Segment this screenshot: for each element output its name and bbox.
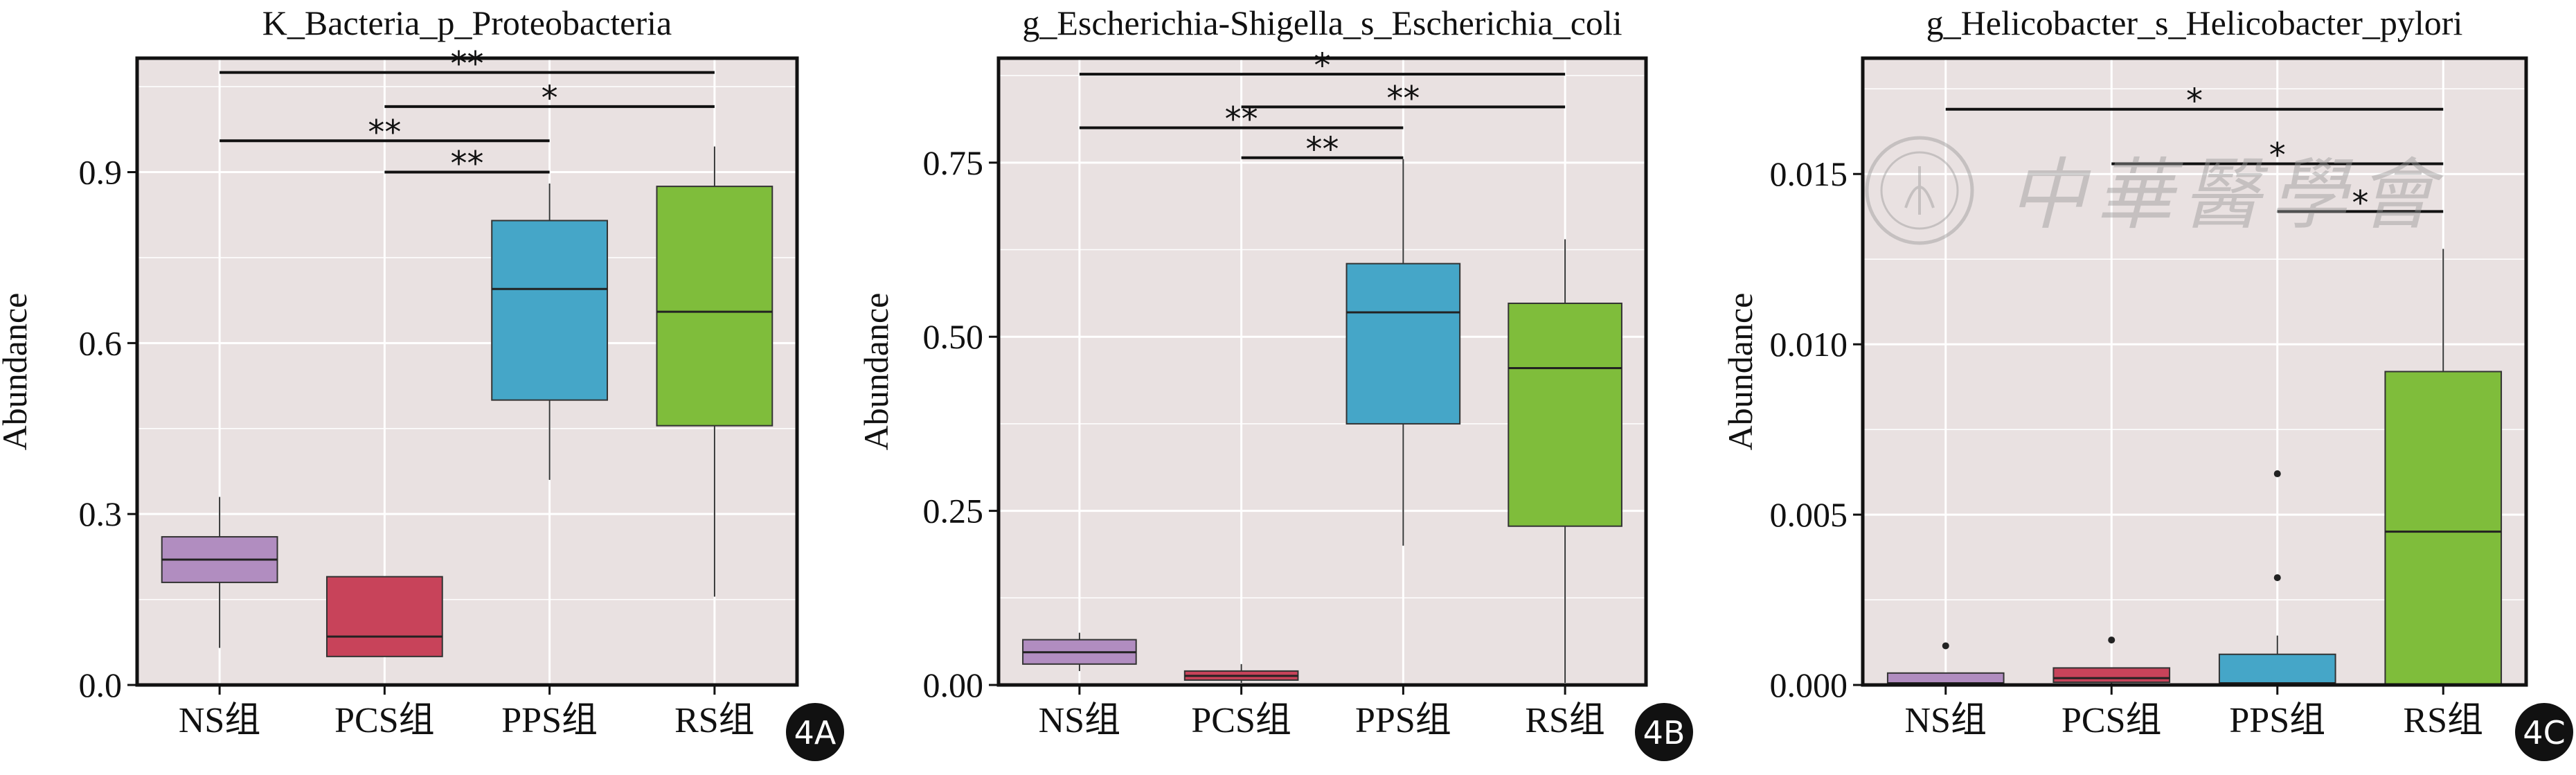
significance-label: * [2352, 184, 2369, 222]
chart-title: K_Bacteria_p_Proteobacteria [262, 3, 672, 42]
box-2 [2052, 636, 2171, 685]
watermark-seal [1865, 136, 1974, 245]
x-tick-label: NS组 [1039, 701, 1120, 740]
panel-badge-label: 4B [1643, 714, 1685, 751]
box-4 [2384, 249, 2503, 686]
box-3 [1345, 159, 1461, 546]
significance-label: * [1314, 46, 1331, 85]
plot-frame [996, 56, 1648, 687]
box-2 [1183, 663, 1299, 683]
x-tick-label: RS组 [2403, 701, 2483, 740]
y-axis-label: Abundance [857, 293, 895, 451]
box-iqr [325, 576, 443, 657]
chart-title: g_Helicobacter_s_Helicobacter_pylori [1926, 3, 2463, 42]
significance-label: * [2269, 136, 2286, 175]
significance-label: ** [1386, 79, 1420, 118]
y-tick-label: 0.50 [923, 317, 984, 356]
x-tick-label: NS组 [179, 701, 260, 740]
y-tick-label: 0.6 [79, 323, 123, 362]
outlier-point [1942, 642, 1949, 650]
outlier-point [2273, 470, 2281, 478]
y-tick-label: 0.3 [79, 495, 123, 533]
significance-label: ** [451, 45, 484, 84]
y-tick-label: 0.9 [79, 153, 123, 192]
box-3 [491, 184, 609, 480]
y-axis-label: Abundance [1721, 293, 1760, 451]
chart-panel-2: g_Escherichia-Shigella_s_Escherichia_col… [857, 3, 1693, 761]
watermark-seal-inner [1880, 151, 1959, 230]
plot-frame [135, 56, 799, 687]
y-tick-label: 0.75 [923, 143, 984, 182]
significance-label: * [542, 79, 558, 118]
significance-label: * [2186, 82, 2203, 121]
box-1 [161, 497, 278, 648]
panel-badge [2515, 703, 2573, 761]
chart-panel-3: g_Helicobacter_s_Helicobacter_pylori 0.00… [1721, 3, 2573, 761]
box-iqr [1345, 262, 1461, 425]
box-1 [1022, 632, 1137, 671]
x-tick-label: RS组 [674, 701, 755, 740]
x-tick-label: PCS组 [2061, 701, 2162, 740]
chart-title: g_Escherichia-Shigella_s_Escherichia_col… [1022, 3, 1622, 42]
y-tick-label: 0.0 [79, 666, 123, 704]
x-tick-label: PPS组 [2229, 701, 2325, 740]
y-tick-label: 0.005 [1770, 495, 1848, 534]
y-tick-label: 0.015 [1770, 154, 1848, 193]
x-tick-label: PCS组 [1191, 701, 1291, 740]
significance-label: ** [1225, 100, 1258, 139]
box-iqr [491, 220, 609, 401]
box-iqr [2384, 371, 2503, 686]
y-axis-label: Abundance [0, 293, 34, 451]
box-2 [325, 576, 443, 657]
y-tick-label: 0.25 [923, 492, 984, 531]
significance-label: ** [368, 113, 401, 152]
watermark-seal-emblem [1904, 166, 1935, 215]
box-iqr [2052, 667, 2171, 684]
x-tick-label: PPS组 [1355, 701, 1451, 740]
box-4 [656, 146, 773, 597]
outlier-point [2273, 574, 2281, 582]
panel-badge [1635, 703, 1693, 761]
box-iqr [1508, 302, 1622, 527]
x-tick-label: RS组 [1525, 701, 1605, 740]
box-iqr [2218, 653, 2336, 686]
significance-label: ** [451, 145, 484, 184]
panel-badge-label: 4A [794, 714, 837, 751]
x-tick-label: PPS组 [501, 701, 598, 740]
x-tick-label: PCS组 [334, 701, 435, 740]
outlier-point [2108, 636, 2116, 644]
x-tick-label: NS组 [1905, 701, 1987, 740]
chart-panel-1: K_Bacteria_p_Proteobacteria 0.0 0.3 0.6 0.9 A… [0, 3, 844, 761]
y-tick-label: 0.010 [1770, 325, 1848, 364]
watermark-text: 中華醫學會 [2008, 153, 2444, 239]
panel-badge-label: 4C [2523, 714, 2565, 751]
plot-frame [1861, 56, 2528, 687]
y-tick-label: 0.000 [1770, 666, 1848, 704]
y-tick-label: 0.00 [923, 666, 984, 704]
box-iqr [656, 186, 773, 427]
watermark: 中華醫學會 [1865, 136, 2444, 245]
significance-label: ** [1306, 130, 1339, 169]
panel-badge [786, 703, 844, 761]
box-4 [1508, 239, 1622, 683]
